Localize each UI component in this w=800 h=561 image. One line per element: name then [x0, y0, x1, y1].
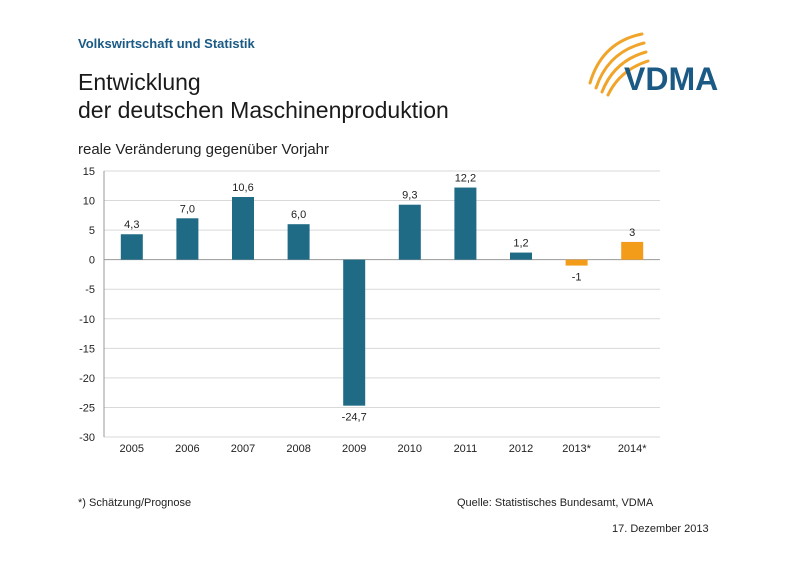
x-tick-label: 2006 [175, 443, 199, 455]
y-tick-label: -30 [79, 432, 95, 444]
y-tick-label: -10 [79, 314, 95, 326]
data-label: 12,2 [455, 173, 476, 185]
y-tick-label: 15 [83, 166, 95, 178]
source-note: Quelle: Statistisches Bundesamt, VDMA [457, 497, 654, 509]
bar-2009 [343, 259, 366, 406]
data-label: 6,0 [291, 209, 306, 221]
data-label: 3 [629, 227, 635, 239]
x-tick-label: 2005 [120, 443, 144, 455]
footnote: *) Schätzung/Prognose [78, 497, 192, 509]
y-tick-label: 5 [89, 225, 95, 237]
data-label: 7,0 [180, 203, 195, 215]
bar-2006 [176, 218, 199, 260]
x-tick-label: 2012 [509, 443, 533, 455]
x-tick-label: 2010 [398, 443, 422, 455]
logo-arc [600, 50, 648, 94]
x-tick-label: 2008 [286, 443, 310, 455]
bar-2010 [398, 204, 421, 260]
y-tick-label: -25 [79, 402, 95, 414]
x-tick-label: 2007 [231, 443, 255, 455]
x-tick-label: 2013* [562, 443, 591, 455]
x-tick-label: 2009 [342, 443, 366, 455]
logo-arcs [588, 32, 650, 97]
data-label: -1 [572, 272, 582, 284]
bar-2011 [454, 187, 477, 260]
title-line-1: Entwicklung [78, 69, 201, 95]
data-label: 9,3 [402, 190, 417, 202]
y-tick-label: -5 [85, 284, 95, 296]
logo-arc [594, 41, 646, 90]
y-tick-label: 10 [83, 196, 95, 208]
bar-layer [120, 187, 644, 406]
chart-subtitle: reale Veränderung gegenüber Vorjahr [78, 141, 330, 158]
data-label: 10,6 [232, 182, 253, 194]
title-line-2: der deutschen Maschinenproduktion [78, 97, 449, 123]
bar-2007 [232, 197, 254, 260]
logo-arc [588, 32, 644, 85]
date-label: 17. Dezember 2013 [612, 523, 709, 535]
page-title: Entwicklung der deutschen Maschinenprodu… [78, 68, 449, 124]
y-tick-label: -20 [79, 373, 95, 385]
x-tick-label: 2014* [618, 443, 647, 455]
bar-2014 [621, 241, 644, 260]
bar-2008 [287, 224, 310, 260]
data-label: 1,2 [513, 238, 528, 250]
logo-text: VDMA [624, 61, 718, 97]
vdma-logo: VDMA [588, 32, 718, 97]
label-layer: 15 10 5 0 -5 -10 -15 -20 -25 -30 4,3 2005 7,0 2006 10,… [79, 166, 647, 455]
bar-2005 [120, 234, 143, 260]
logo-arc [606, 59, 650, 97]
y-tick-label: 0 [89, 255, 95, 267]
y-tick-label: -15 [79, 343, 95, 355]
section-label: Volkswirtschaft und Statistik [78, 36, 255, 51]
x-tick-label: 2011 [454, 443, 478, 455]
data-label: -24,7 [342, 412, 367, 424]
data-label: 4,3 [124, 219, 139, 231]
bar-2013 [565, 259, 588, 266]
bar-2012 [510, 252, 532, 260]
